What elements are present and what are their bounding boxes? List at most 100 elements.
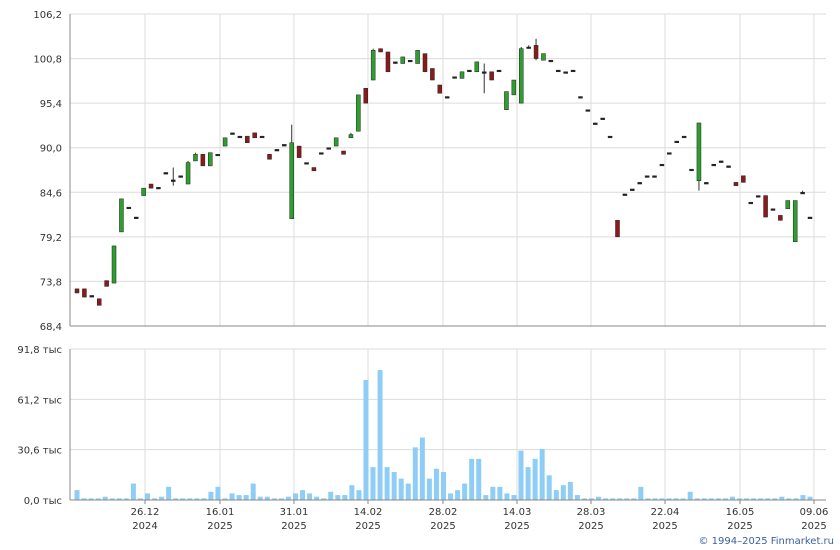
candle-body <box>178 175 183 178</box>
candle-body <box>452 76 457 79</box>
volume-bar <box>370 467 376 500</box>
chart-frame <box>69 14 826 501</box>
candle-body <box>511 79 517 96</box>
price-grid <box>70 13 826 327</box>
candle-body <box>541 53 546 61</box>
candle-body <box>459 71 465 79</box>
price-tick-label: 100,8 <box>33 55 62 66</box>
price-tick-label: 79,2 <box>40 233 62 244</box>
candle-body <box>259 135 265 139</box>
candle-body <box>96 298 102 306</box>
volume-bar <box>363 379 369 500</box>
volume-bar <box>589 498 595 500</box>
candle-body <box>489 71 494 81</box>
candle-body <box>171 179 176 182</box>
volume-bar <box>187 498 193 500</box>
volume-bar <box>772 498 778 500</box>
price-tick-label: 95,4 <box>40 99 62 110</box>
candle-body <box>548 59 554 63</box>
volume-tick-label: 30,6 тыс <box>17 446 62 457</box>
candle-body <box>533 45 539 59</box>
candle-body <box>652 175 657 178</box>
x-tick-year: 2025 <box>355 521 380 532</box>
candle-body <box>600 117 605 120</box>
volume-bar <box>455 490 461 500</box>
candle-body <box>222 137 228 147</box>
volume-bar <box>123 498 129 500</box>
x-tick-year: 2025 <box>207 521 232 532</box>
volume-bar <box>610 498 616 500</box>
volume-bar <box>144 493 150 500</box>
volume-bar <box>201 498 207 500</box>
candle-body <box>252 132 257 139</box>
candle-body <box>126 206 132 210</box>
candle-body <box>518 48 524 104</box>
volume-grid <box>70 348 826 501</box>
x-tick-year: 2025 <box>801 521 826 532</box>
volume-bar <box>426 478 432 500</box>
candle-body <box>274 149 280 152</box>
candle-body <box>193 154 198 162</box>
candle-body <box>644 175 650 178</box>
volume-bar <box>95 498 101 500</box>
candle-body <box>104 280 109 287</box>
volume-bar <box>194 498 200 500</box>
candle-body <box>630 188 635 191</box>
candle-body <box>304 162 309 165</box>
x-tick-date: 14.03 <box>503 507 532 518</box>
candle-body <box>319 152 324 155</box>
volume-bar <box>560 485 566 500</box>
candle-body <box>82 288 87 298</box>
volume-bar <box>546 475 552 500</box>
candle-body <box>496 69 502 73</box>
x-tick-date: 16.05 <box>726 507 755 518</box>
candle-body <box>689 168 694 172</box>
candle-body <box>585 109 591 112</box>
volume-bar <box>737 498 743 500</box>
volume-bar <box>539 449 545 500</box>
volume-bar <box>518 450 524 500</box>
volume-bar <box>285 496 291 500</box>
volume-bar <box>384 467 390 500</box>
candle-body <box>156 187 161 190</box>
volume-bar <box>328 491 334 500</box>
candle-body <box>593 122 598 125</box>
volume-bar <box>250 483 256 500</box>
candle-body <box>385 51 391 73</box>
price-tick-label: 106,2 <box>33 10 62 21</box>
copyright-label: © 1994–2025 Finmarket.ru <box>698 536 834 547</box>
candle-body <box>733 182 739 186</box>
candle-body <box>607 135 613 139</box>
volume-bar <box>342 495 348 500</box>
candle-body <box>807 216 813 219</box>
candle-body <box>748 201 754 205</box>
volume-bar <box>398 478 404 500</box>
candle-body <box>778 215 783 221</box>
volume-bar <box>391 472 397 500</box>
volume-bar <box>504 493 510 500</box>
volume-bar <box>490 486 496 500</box>
volume-bar <box>166 486 172 500</box>
volume-bar <box>624 498 630 500</box>
volume-bar <box>744 498 750 500</box>
candle-body <box>333 137 339 147</box>
candle-body <box>704 182 709 185</box>
volume-bar <box>532 458 538 500</box>
candle-body <box>163 172 169 175</box>
candle-body <box>289 142 294 219</box>
volume-bar <box>511 495 517 500</box>
volume-bar <box>462 483 468 500</box>
candle-body <box>718 160 724 163</box>
volume-bar <box>553 490 559 500</box>
x-tick-date: 28.02 <box>429 507 458 518</box>
price-tick-label: 84,6 <box>40 188 62 199</box>
candle-body <box>348 134 354 139</box>
candle-body <box>467 69 472 73</box>
candle-body <box>282 144 287 147</box>
volume-bar <box>800 495 806 500</box>
candle-body <box>667 152 672 155</box>
volume-bar <box>264 496 270 500</box>
candle-body <box>770 208 776 211</box>
volume-bar <box>335 495 341 500</box>
